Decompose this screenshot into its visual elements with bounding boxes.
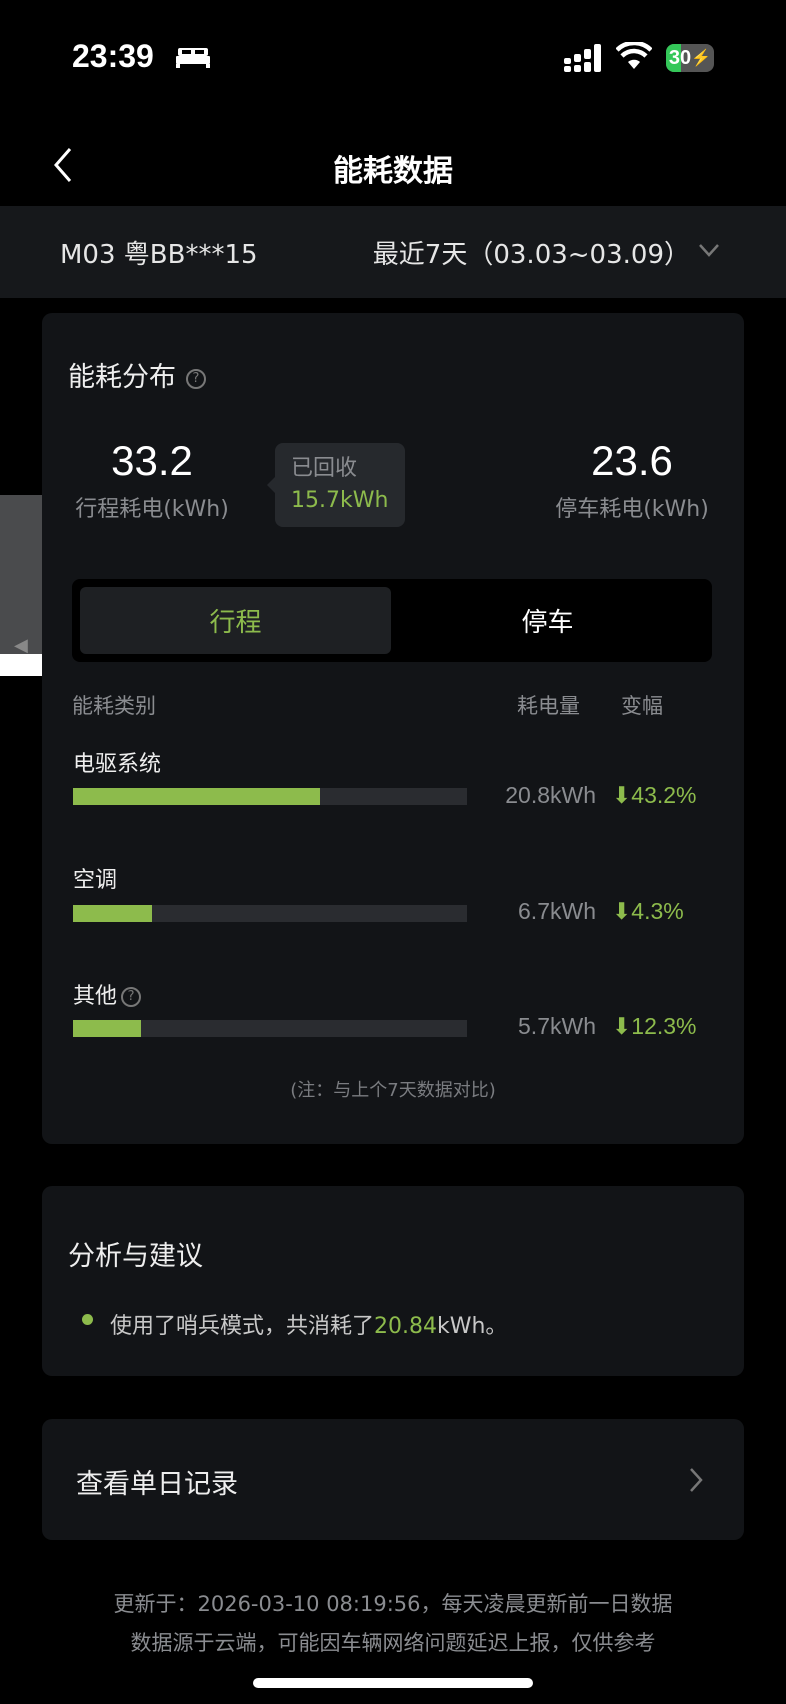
column-category: 能耗类别 xyxy=(72,694,156,718)
item-label: 其他? xyxy=(73,978,142,1010)
column-amount: 耗电量 xyxy=(517,694,580,718)
analysis-title: 分析与建议 xyxy=(68,1241,203,1272)
daily-record-label: 查看单日记录 xyxy=(76,1469,238,1500)
tab-trip[interactable]: 行程 xyxy=(80,587,391,654)
update-info: 更新于：2026-03-10 08:19:56，每天凌晨更新前一日数据 xyxy=(113,1592,673,1616)
vehicle-name[interactable]: M03 粤BB***15 xyxy=(60,240,258,270)
item-change-value: 43.2% xyxy=(631,782,697,808)
item-amount: 6.7kWh xyxy=(518,898,596,924)
item-change: ⬇4.3% xyxy=(612,898,684,925)
analysis-text: 使用了哨兵模式，共消耗了 xyxy=(110,1314,375,1339)
battery-level: 30 xyxy=(668,46,692,69)
data-source-info: 数据源于云端，可能因车辆网络问题延迟上报，仅供参考 xyxy=(130,1631,656,1655)
progress-bar xyxy=(73,1020,467,1037)
wifi-icon xyxy=(616,42,652,69)
distribution-title: 能耗分布 xyxy=(68,362,176,393)
trip-consumption: 33.2 行程耗电(kWh) xyxy=(62,437,242,523)
arrow-down-icon: ⬇ xyxy=(612,782,632,808)
speaker-icon: ◀ xyxy=(14,635,28,656)
home-indicator[interactable] xyxy=(253,1678,533,1688)
item-amount: 5.7kWh xyxy=(518,1013,596,1039)
recovered-tooltip: 已回收 15.7kWh xyxy=(267,443,405,527)
status-time: 23:39 xyxy=(72,38,154,74)
parking-value: 23.6 xyxy=(591,437,673,484)
chevron-down-icon[interactable] xyxy=(698,243,720,257)
progress-bar xyxy=(73,788,467,805)
recovered-label: 已回收 xyxy=(291,456,358,481)
progress-fill xyxy=(73,1020,142,1037)
recovered-value: 15.7kWh xyxy=(291,488,389,513)
progress-fill xyxy=(73,788,321,805)
bullet-dot xyxy=(82,1314,93,1325)
progress-fill xyxy=(73,905,152,922)
segmented-control: 行程 停车 xyxy=(72,579,712,662)
analysis-highlight: 20.84 xyxy=(374,1314,437,1339)
item-change: ⬇12.3% xyxy=(612,1013,697,1040)
item-change: ⬇43.2% xyxy=(612,782,697,809)
arrow-down-icon: ⬇ xyxy=(612,898,632,924)
item-amount: 20.8kWh xyxy=(505,782,596,808)
chevron-right-icon xyxy=(690,1468,703,1492)
question-circle-icon[interactable]: ? xyxy=(186,368,206,389)
progress-bar xyxy=(73,905,467,922)
item-change-value: 12.3% xyxy=(631,1013,697,1039)
card-title: 能耗分布? xyxy=(68,355,206,394)
battery-charging-icon: 30 ⚡ xyxy=(666,44,714,72)
back-button[interactable] xyxy=(50,146,80,184)
tab-parking[interactable]: 停车 xyxy=(521,608,574,638)
vehicle-range-bar xyxy=(0,206,786,298)
column-change: 变幅 xyxy=(621,694,663,718)
comparison-note: (注：与上个7天数据对比) xyxy=(290,1080,496,1101)
daily-record-button[interactable]: 查看单日记录 xyxy=(42,1419,744,1540)
question-circle-icon[interactable]: ? xyxy=(121,987,142,1007)
arrow-down-icon: ⬇ xyxy=(612,1013,632,1039)
item-label: 电驱系统 xyxy=(73,752,162,777)
item-change-value: 4.3% xyxy=(631,898,684,924)
parking-label: 停车耗电(kWh) xyxy=(555,497,709,522)
bed-icon xyxy=(176,48,210,68)
page-title: 能耗数据 xyxy=(333,154,453,189)
parking-consumption: 23.6 停车耗电(kWh) xyxy=(542,437,722,523)
trip-value: 33.2 xyxy=(111,437,193,484)
analysis-card: 分析与建议 使用了哨兵模式，共消耗了20.84kWh。 xyxy=(42,1186,744,1376)
item-label-text: 其他 xyxy=(73,984,118,1009)
trip-label: 行程耗电(kWh) xyxy=(75,497,229,522)
date-range-selector[interactable]: 最近7天（03.03~03.09） xyxy=(372,240,690,270)
analysis-unit: kWh。 xyxy=(437,1314,508,1339)
cellular-signal-icon xyxy=(564,44,601,72)
analysis-item: 使用了哨兵模式，共消耗了20.84kWh。 xyxy=(110,1308,507,1340)
item-label: 空调 xyxy=(73,868,118,893)
energy-distribution-card: 能耗分布? 33.2 行程耗电(kWh) 已回收 15.7kWh 23.6 停车… xyxy=(42,313,744,1144)
